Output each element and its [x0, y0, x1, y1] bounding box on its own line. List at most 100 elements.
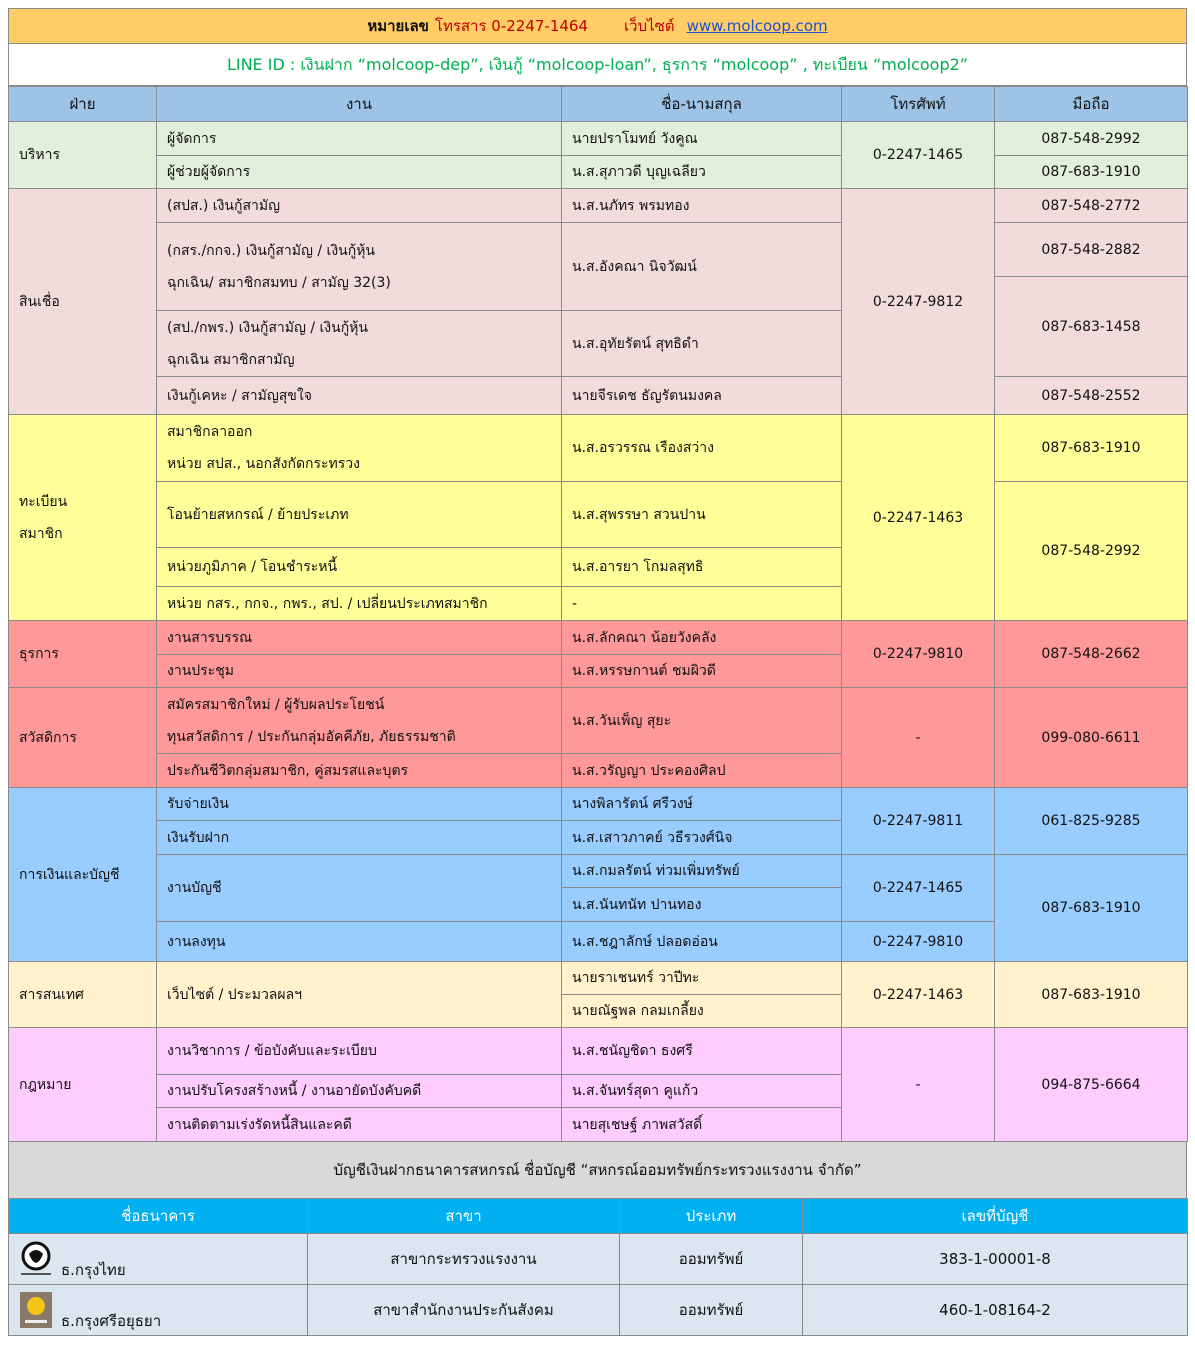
job-cell: ประกันชีวิตกลุ่มสมาชิก, คู่สมรสและบุตร: [156, 753, 562, 788]
website-label: เว็บไซต์: [624, 17, 675, 35]
department-label: การเงินและบัญชี: [8, 787, 157, 962]
mobile-number: 087-548-2992: [994, 481, 1188, 621]
department-label: กฎหมาย: [8, 1027, 157, 1142]
line-ids: LINE ID : เงินฝาก “molcoop-dep”, เงินกู้…: [8, 43, 1187, 86]
bank-account-title: บัญชีเงินฝากธนาคารสหกรณ์ ชื่อบัญชี “สหกร…: [8, 1141, 1187, 1199]
job-cell: (สป./กพร.) เงินกู้สามัญ / เงินกู้หุ้น ฉุ…: [156, 310, 562, 377]
bank-name: ธ.กรุงศรีอยุธยา: [61, 1312, 162, 1330]
krungsri-logo-icon: [19, 1291, 53, 1329]
account-number: 460-1-08164-2: [802, 1284, 1188, 1336]
header-bank-name: ชื่อธนาคาร: [8, 1198, 308, 1234]
mobile-number: 087-683-1458: [994, 276, 1188, 377]
mobile-number: 087-683-1910: [994, 155, 1188, 189]
header-account-number: เลขที่บัญชี: [802, 1198, 1188, 1234]
header-phone: โทรศัพท์: [841, 86, 995, 122]
staff-name: น.ส.จันทร์สุดา คูแก้ว: [561, 1074, 842, 1108]
staff-name: น.ส.อรวรรณ เรืองสว่าง: [561, 414, 842, 482]
phone-number: 0-2247-1465: [841, 854, 995, 922]
staff-name: น.ส.ชนัญชิดา ธงศรี: [561, 1027, 842, 1075]
mobile-number: 094-875-6664: [994, 1027, 1188, 1142]
phone-number: 0-2247-1463: [841, 414, 995, 621]
mobile-number: 099-080-6611: [994, 687, 1188, 788]
mobile-number: 087-683-1910: [994, 414, 1188, 482]
job-cell: หน่วย กสร., กกจ., กพร., สป. / เปลี่ยนประ…: [156, 586, 562, 621]
job-cell: โอนย้ายสหกรณ์ / ย้ายประเภท: [156, 481, 562, 548]
bank-name-cell: ธ.กรุงศรีอยุธยา: [8, 1284, 308, 1336]
website-link[interactable]: www.molcoop.com: [686, 17, 828, 35]
staff-name: นายณัฐพล กลมเกลี้ยง: [561, 994, 842, 1028]
account-type: ออมทรัพย์: [619, 1284, 803, 1336]
job-cell: สมัครสมาชิกใหม่ / ผู้รับผลประโยชน์ ทุนสว…: [156, 687, 562, 754]
phone-number: 0-2247-9812: [841, 188, 995, 415]
staff-name: น.ส.วันเพ็ญ สุยะ: [561, 687, 842, 754]
staff-name: นายสุเชษฐ์ ภาพสวัสดิ์: [561, 1107, 842, 1142]
staff-name: น.ส.ชฎาลักษ์ ปลอดอ่อน: [561, 921, 842, 962]
staff-name: น.ส.หรรษกานต์ ชมผิวดี: [561, 654, 842, 688]
staff-name: น.ส.อุทัยรัตน์ สุทธิดำ: [561, 310, 842, 377]
job-cell: งานวิชาการ / ข้อบังคับและระเบียบ: [156, 1027, 562, 1075]
fax-number: โทรสาร 0-2247-1464: [434, 17, 589, 35]
department-label: สารสนเทศ: [8, 961, 157, 1028]
header-branch: สาขา: [307, 1198, 620, 1234]
phone-number: 0-2247-1463: [841, 961, 995, 1028]
branch-name: สาขาสำนักงานประกันสังคม: [307, 1284, 620, 1336]
job-cell: เว็บไซต์ / ประมวลผลฯ: [156, 961, 562, 1028]
staff-name: -: [561, 586, 842, 621]
bank-name: ธ.กรุงไทย: [61, 1261, 126, 1279]
staff-name: นางพิลารัตน์ ศรีวงษ์: [561, 787, 842, 821]
header-job: งาน: [156, 86, 562, 122]
fax-label: หมายเลข: [367, 17, 429, 35]
phone-number: 0-2247-9811: [841, 787, 995, 855]
phone-number: 0-2247-9810: [841, 620, 995, 688]
mobile-number: 087-548-2552: [994, 376, 1188, 415]
job-cell: (กสร./กกจ.) เงินกู้สามัญ / เงินกู้หุ้น ฉ…: [156, 222, 562, 311]
header-type: ประเภท: [619, 1198, 803, 1234]
department-label: ทะเบียน สมาชิก: [8, 414, 157, 621]
department-label: บริหาร: [8, 121, 157, 189]
header-department: ฝ่าย: [8, 86, 157, 122]
mobile-number: 087-683-1910: [994, 854, 1188, 962]
job-cell: งานลงทุน: [156, 921, 562, 962]
department-label: ธุรการ: [8, 620, 157, 688]
job-cell: รับจ่ายเงิน: [156, 787, 562, 821]
job-cell: งานสารบรรณ: [156, 620, 562, 655]
job-cell: (สปส.) เงินกู้สามัญ: [156, 188, 562, 223]
header-name: ชื่อ-นามสกุล: [561, 86, 842, 122]
job-cell: ผู้จัดการ: [156, 121, 562, 156]
staff-name: น.ส.สุพรรษา สวนปาน: [561, 481, 842, 548]
job-cell: ผู้ช่วยผู้จัดการ: [156, 155, 562, 189]
department-label: สวัสดิการ: [8, 687, 157, 788]
mobile-number: 087-548-2882: [994, 222, 1188, 277]
job-cell: หน่วยภูมิภาค / โอนชำระหนี้: [156, 547, 562, 587]
phone-number: -: [841, 687, 995, 788]
job-cell: งานบัญชี: [156, 854, 562, 922]
account-number: 383-1-00001-8: [802, 1233, 1188, 1285]
mobile-number: 087-548-2992: [994, 121, 1188, 156]
staff-name: น.ส.สุภาวดี บุญเฉลียว: [561, 155, 842, 189]
staff-name: น.ส.อารยา โกมลสุทธิ: [561, 547, 842, 587]
staff-name: น.ส.อังคณา นิจวัฒน์: [561, 222, 842, 311]
fax-website-bar: หมายเลข โทรสาร 0-2247-1464 เว็บไซต์ www.…: [8, 8, 1187, 44]
job-cell: เงินกู้เคหะ / สามัญสุขใจ: [156, 376, 562, 415]
phone-number: -: [841, 1027, 995, 1142]
staff-name: น.ส.เสาวภาคย์ วธีรวงศ์นิจ: [561, 820, 842, 855]
mobile-number: 087-548-2772: [994, 188, 1188, 223]
staff-name: น.ส.วรัญญา ประคองศิลป: [561, 753, 842, 788]
phone-number: 0-2247-1465: [841, 121, 995, 189]
staff-name: นายจีรเดช ธัญรัตนมงคล: [561, 376, 842, 415]
mobile-number: 087-683-1910: [994, 961, 1188, 1028]
krungthai-logo-icon: [19, 1240, 53, 1278]
staff-name: นายปราโมทย์ วังคูณ: [561, 121, 842, 156]
job-cell: งานประชุม: [156, 654, 562, 688]
department-label: สินเชื่อ: [8, 188, 157, 415]
staff-name: นายราเชนทร์ วาปีทะ: [561, 961, 842, 995]
staff-name: น.ส.นภัทร พรมทอง: [561, 188, 842, 223]
bank-name-cell: ธ.กรุงไทย: [8, 1233, 308, 1285]
account-type: ออมทรัพย์: [619, 1233, 803, 1285]
job-cell: เงินรับฝาก: [156, 820, 562, 855]
staff-name: น.ส.ลักคณา น้อยวังคลัง: [561, 620, 842, 655]
staff-name: น.ส.นันทนัท ปานทอง: [561, 887, 842, 922]
phone-number: 0-2247-9810: [841, 921, 995, 962]
job-cell: งานปรับโครงสร้างหนี้ / งานอายัดบังคับคดี: [156, 1074, 562, 1108]
